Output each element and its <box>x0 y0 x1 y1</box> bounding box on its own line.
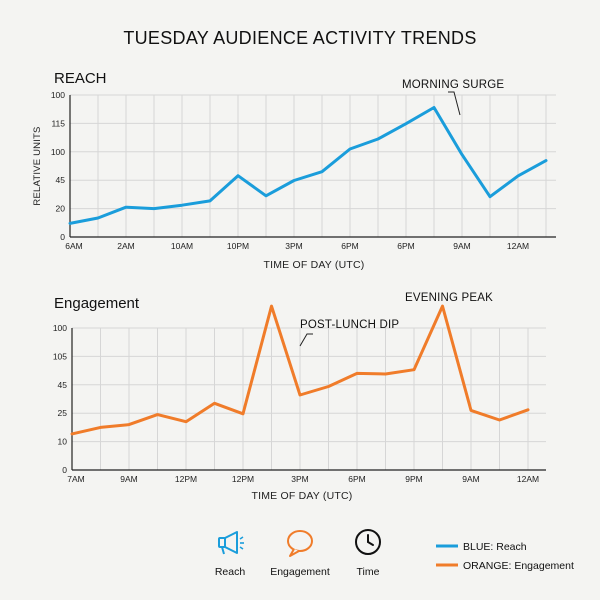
reach-y-tick-label: 100 <box>51 147 65 157</box>
reach-x-tick-label: 2AM <box>117 241 134 251</box>
engagement-x-tick-label: 9AM <box>462 474 479 484</box>
engagement-y-tick-label: 100 <box>53 323 67 333</box>
speech-bubble-icon <box>287 530 313 557</box>
engagement-x-tick-label: 3PM <box>291 474 308 484</box>
evening-peak-annotation: EVENING PEAK <box>405 292 493 304</box>
engagement-y-tick-label: 25 <box>58 408 68 418</box>
morning-surge-leader-line <box>448 91 461 116</box>
reach-y-tick-label: 20 <box>56 204 66 214</box>
engagement-x-tick-label: 9PM <box>405 474 422 484</box>
reach-x-ticks: 6AM 2AM 10AM 10PM 3PM 6PM 6PM 9AM 12AM <box>65 241 529 251</box>
reach-x-tick-label: 3PM <box>285 241 302 251</box>
reach-x-tick-label: 10AM <box>171 241 193 251</box>
reach-y-tick-label: 115 <box>51 118 65 128</box>
engagement-x-tick-label: 12PM <box>175 474 197 484</box>
reach-x-tick-label: 6PM <box>341 241 358 251</box>
clock-icon <box>355 529 381 555</box>
legend: BLUE: Reach ORANGE: Engagement <box>436 541 574 572</box>
post-lunch-dip-leader-line <box>299 333 313 347</box>
reach-panel: REACH 0 20 45 100 115 100 6AM 2AM 10AM 10PM 3PM 6P… <box>32 70 556 271</box>
engagement-x-tick-label: 9AM <box>120 474 137 484</box>
icon-label-time: Time <box>357 566 380 578</box>
engagement-y-tick-label: 10 <box>58 437 68 447</box>
reach-series-line <box>68 106 548 225</box>
reach-x-tick-label: 12AM <box>507 241 529 251</box>
reach-y-ticks: 0 20 45 100 115 100 <box>51 90 65 242</box>
morning-surge-annotation: MORNING SURGE <box>402 79 504 91</box>
reach-x-tick-label: 10PM <box>227 241 249 251</box>
engagement-y-tick-label: 105 <box>53 351 67 361</box>
reach-panel-title: REACH <box>54 70 107 87</box>
engagement-y-tick-label: 45 <box>58 380 68 390</box>
engagement-y-tick-label: 0 <box>62 465 67 475</box>
reach-x-axis-label: TIME OF DAY (UTC) <box>263 259 364 271</box>
engagement-x-tick-label: 12AM <box>517 474 539 484</box>
reach-grid <box>70 94 556 237</box>
reach-x-tick-label: 9AM <box>453 241 470 251</box>
engagement-x-tick-label: 6PM <box>348 474 365 484</box>
reach-x-tick-label: 6PM <box>397 241 414 251</box>
engagement-grid <box>72 327 546 470</box>
engagement-y-ticks: 0 10 25 45 105 100 <box>53 323 67 475</box>
icon-label-engagement: Engagement <box>270 566 330 578</box>
engagement-x-axis-label: TIME OF DAY (UTC) <box>251 490 352 502</box>
engagement-x-tick-label: 12PM <box>232 474 254 484</box>
reach-y-tick-label: 0 <box>60 232 65 242</box>
reach-x-tick-label: 6AM <box>65 241 82 251</box>
icon-row: Reach Engagement Time <box>215 529 381 578</box>
legend-label-reach: BLUE: Reach <box>463 541 527 553</box>
megaphone-icon <box>218 531 244 555</box>
engagement-x-ticks: 7AM 9AM 12PM 12PM 3PM 6PM 9PM 9AM 12AM <box>67 474 539 484</box>
reach-y-axis-label: RELATIVE UNITS <box>32 126 43 205</box>
engagement-x-tick-label: 7AM <box>67 474 84 484</box>
post-lunch-dip-annotation: POST-LUNCH DIP <box>300 319 399 331</box>
reach-y-tick-label: 100 <box>51 90 65 100</box>
reach-y-tick-label: 45 <box>56 175 66 185</box>
engagement-series-line <box>70 304 530 436</box>
icon-label-reach: Reach <box>215 566 246 578</box>
engagement-panel: Engagement 0 10 25 45 105 100 7AM 9AM 12PM 12PM 3… <box>53 292 546 502</box>
legend-label-engagement: ORANGE: Engagement <box>463 560 574 572</box>
chart-title: TUESDAY AUDIENCE ACTIVITY TRENDS <box>123 28 476 48</box>
engagement-panel-title: Engagement <box>54 295 140 312</box>
